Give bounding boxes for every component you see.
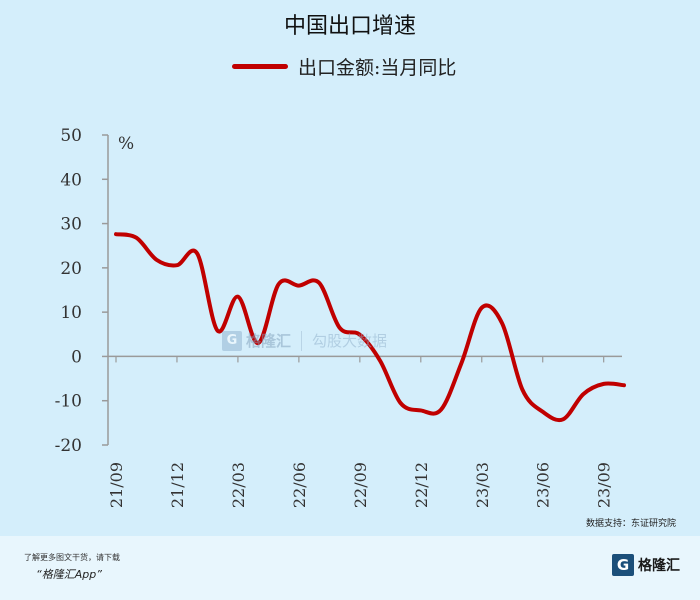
y-axis-unit-label: % bbox=[118, 134, 134, 154]
x-tick-label: 22/06 bbox=[290, 462, 309, 508]
x-tick-label: 23/09 bbox=[595, 462, 614, 508]
x-tick-label: 23/06 bbox=[534, 462, 553, 508]
source-note: 数据支持：东证研究院 bbox=[585, 519, 676, 529]
x-tick-labels: 21/09 21/12 22/03 22/06 22/09 22/12 23/03 23/06… bbox=[107, 356, 614, 508]
chart-card bbox=[0, 0, 700, 536]
y-tick-label: 0 bbox=[71, 347, 82, 367]
y-tick-label: 40 bbox=[60, 170, 82, 190]
watermark-brand: 格隆汇 bbox=[246, 332, 292, 350]
line-chart: 50 40 30 20 10 0 -10 -20 21/09 21/12 22/03 22/06 22… bbox=[55, 126, 626, 508]
footer-app-name: “格隆汇App” bbox=[36, 568, 102, 581]
y-tick-label: 20 bbox=[60, 259, 82, 279]
x-tick-label: 21/09 bbox=[107, 462, 126, 508]
x-tick-label: 23/03 bbox=[473, 462, 492, 508]
x-tick-label: 21/12 bbox=[168, 462, 187, 508]
legend-label: 出口金额:当月同比 bbox=[298, 56, 457, 79]
series-line-export-yoy bbox=[114, 232, 626, 423]
legend: 出口金额:当月同比 bbox=[232, 52, 456, 80]
footer-note: 了解更多图文干货，请下载 bbox=[24, 553, 120, 562]
y-tick-labels: 50 40 30 20 10 0 -10 -20 bbox=[55, 126, 108, 456]
watermark: G 格隆汇 勾股大数据 bbox=[222, 330, 387, 351]
brand-name: 格隆汇 bbox=[638, 558, 680, 574]
chart-title: 中国出口增速 bbox=[283, 14, 416, 39]
brand-logo: G 格隆汇 bbox=[612, 554, 680, 576]
x-tick-label: 22/03 bbox=[229, 462, 248, 508]
x-tick-label: 22/12 bbox=[412, 462, 431, 508]
y-tick-label: -10 bbox=[55, 392, 82, 412]
x-tick-label: 22/09 bbox=[351, 462, 370, 508]
watermark-text: 勾股大数据 bbox=[312, 332, 388, 350]
series-points bbox=[114, 232, 626, 421]
y-tick-label: -20 bbox=[55, 436, 82, 456]
watermark-divider bbox=[301, 330, 303, 351]
y-tick-label: 30 bbox=[60, 215, 82, 235]
legend-swatch bbox=[232, 63, 288, 69]
watermark-logo-icon: G bbox=[222, 330, 242, 351]
y-tick-label: 50 bbox=[60, 126, 82, 146]
axes bbox=[107, 135, 622, 445]
brand-logo-icon: G bbox=[612, 554, 634, 576]
y-tick-label: 10 bbox=[60, 303, 82, 323]
